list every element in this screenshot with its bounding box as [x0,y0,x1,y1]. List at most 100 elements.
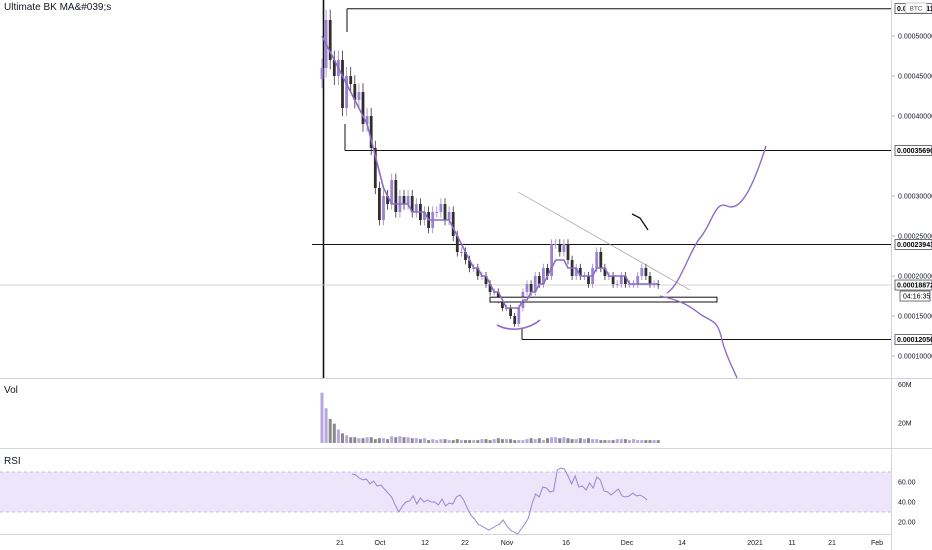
volume-bar [382,438,385,443]
candle-body [517,308,521,324]
candle-body [501,300,504,308]
candle-body [382,196,385,220]
time-axis-label: 12 [421,540,429,547]
volume-bar [492,439,496,443]
candle-body [603,268,607,276]
volume-bar [464,440,467,443]
candle-body [373,148,377,188]
candle-body [611,276,615,284]
level-price-label: 0.00012056 [897,337,932,344]
candle-body [414,204,418,212]
time-axis-label: 14 [678,540,686,547]
price-axis-label: 0.00050000 [898,34,932,41]
candle-body [443,204,447,220]
volume-bar [488,440,492,443]
rsi-axis-label: 60.00 [898,480,916,487]
candle-body [439,204,443,212]
candle-body [513,316,517,324]
rsi-pane-label: RSI [4,456,21,467]
candle-body [595,252,599,268]
volume-bar [570,439,574,443]
candle-body [587,276,590,284]
volume-bar [414,438,418,443]
candle-body [550,244,553,276]
volume-bar [459,440,463,443]
time-axis-label: Dec [621,540,634,547]
volume-axis-label: 20M [898,421,912,428]
candle-body [345,76,348,108]
volume-bar [455,439,459,443]
volume-pane-label: Vol [4,385,18,396]
candle-body [542,268,545,284]
candle-body [341,60,344,108]
volume-bar [406,437,410,443]
volume-bar [373,439,377,443]
candle-body [460,252,463,253]
volume-bar [599,440,603,443]
volume-bar [332,423,336,443]
candle-body [455,236,459,252]
volume-bar [341,433,344,443]
volume-bar [533,439,537,443]
candle-body [546,268,549,276]
volume-bar [513,440,517,443]
volume-bar [529,438,533,443]
volume-bar [320,392,324,443]
bearish-projection-path [659,295,738,379]
volume-bar [328,418,332,443]
current-price-tag [894,279,932,291]
candle-body [378,188,381,220]
volume-bar [603,440,607,443]
volume-bar [521,440,525,443]
volume-bar [377,438,381,443]
candle-body [353,84,357,100]
volume-bar [537,438,541,443]
volume-bar [480,439,484,443]
volume-bar [517,440,521,443]
volume-bar [451,440,455,443]
candle-body [332,60,336,76]
candle-body [574,268,578,276]
volume-bar [353,437,357,443]
volume-bar [468,440,472,443]
rsi-line [351,467,648,535]
candle-body [558,244,562,252]
volume-bar [472,440,476,443]
candle-body [488,284,492,292]
volume-bar [566,438,570,443]
price-axis-label: 0.00020000 [898,274,932,281]
volume-bar [386,439,390,443]
time-axis-label: Nov [501,540,514,547]
candle-body [619,276,623,284]
candle-body [509,308,512,316]
candle-body [365,116,369,124]
volume-bar [431,439,435,443]
volume-bar [500,439,504,443]
candle-body [394,180,398,212]
time-axis-label: Feb [871,540,883,547]
volume-bar [369,437,373,443]
candle-body [468,260,471,268]
candle-body [406,196,410,204]
candle-body [361,92,365,124]
volume-bar [410,438,414,443]
moving-average-line [321,35,659,309]
volume-bar [578,438,582,443]
volume-bar [398,436,402,443]
price-axis-label: 0.00025000 [898,234,932,241]
time-axis-label: 11 [788,540,795,547]
price-axis-label: 0.00030000 [898,194,932,201]
candle-body [537,276,541,284]
candle-body [636,276,640,284]
price-axis-label: 0.00010000 [898,354,932,361]
volume-bar [607,440,611,443]
candle-body [349,76,353,84]
indicator-legend: Ultimate BK MA&#039;s [4,2,112,13]
volume-bar [582,439,586,443]
drawn-check-mark [631,213,649,231]
candle-body [529,284,533,292]
price-axis-label: 0.00015000 [898,314,932,321]
level-price-label: 0.00023943 [897,242,932,249]
level-price-tag [894,145,932,156]
